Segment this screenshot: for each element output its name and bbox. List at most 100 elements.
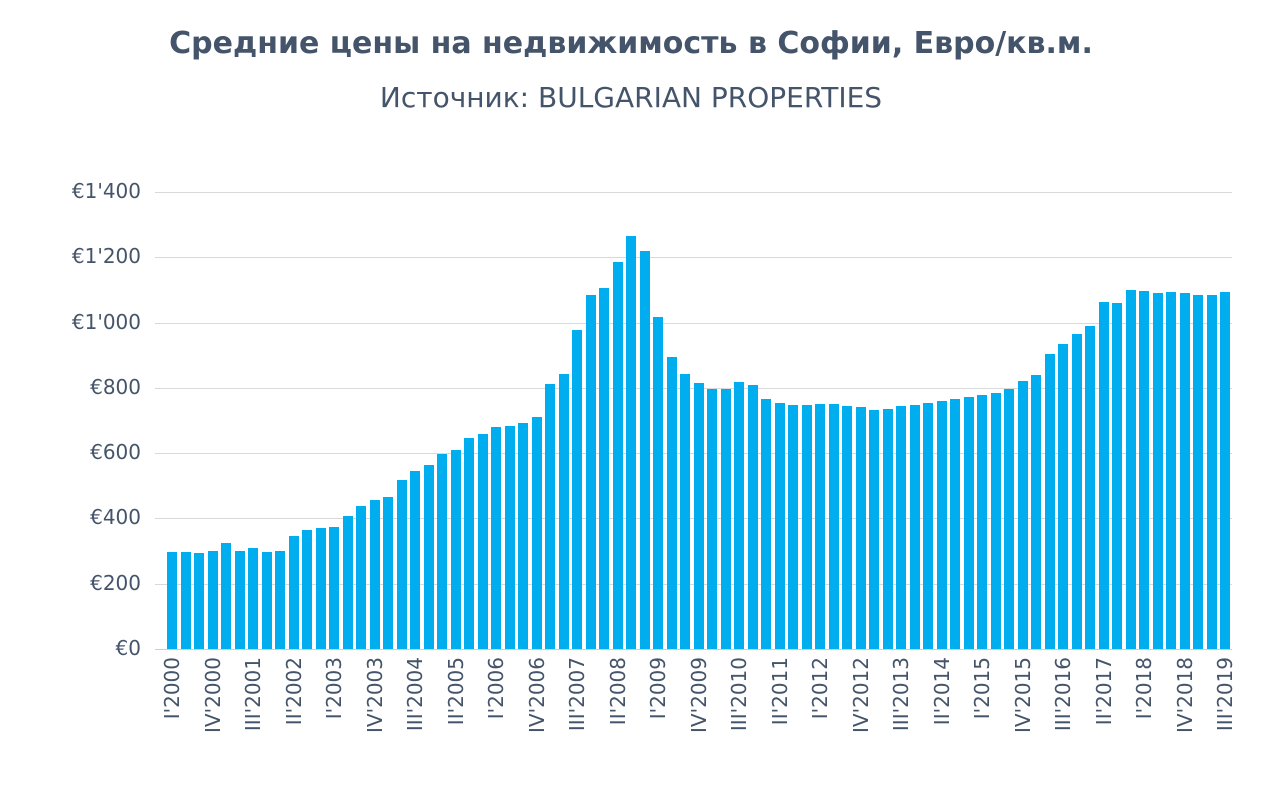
bar — [518, 423, 529, 649]
bar — [302, 529, 313, 649]
bar — [1179, 292, 1190, 649]
x-axis-tick-label: I'2003 — [322, 657, 347, 720]
bar — [626, 235, 637, 649]
bar — [1058, 343, 1069, 649]
bar — [504, 426, 515, 649]
bar — [329, 526, 340, 649]
y-axis-tick-label: €400 — [90, 505, 141, 530]
x-axis-tick-label: IV'2012 — [848, 657, 873, 733]
y-axis-tick-label: €1'000 — [71, 309, 141, 334]
bar — [1193, 295, 1204, 649]
bar — [761, 398, 772, 649]
bar — [990, 392, 1001, 649]
bar — [1220, 291, 1231, 649]
bar — [788, 405, 799, 649]
bar — [666, 356, 677, 649]
bar — [477, 433, 488, 649]
bar — [1152, 292, 1163, 649]
bar — [612, 262, 623, 649]
bar — [396, 479, 407, 649]
bar — [855, 407, 866, 649]
bar — [1031, 374, 1042, 649]
x-axis-tick-label: III'2004 — [403, 657, 428, 732]
bar — [315, 527, 326, 649]
gridline — [155, 257, 1232, 259]
x-axis-tick-label: IV'2003 — [362, 657, 387, 733]
x-axis-tick-label: III'2019 — [1213, 657, 1238, 732]
bar — [801, 404, 812, 649]
bar — [423, 465, 434, 649]
bar — [261, 551, 272, 649]
x-axis-tick-label: I'2009 — [646, 657, 671, 720]
x-axis-tick-label: II'2008 — [605, 657, 630, 726]
bar — [369, 500, 380, 649]
bar — [180, 551, 191, 649]
x-axis-tick-label: II'2014 — [929, 657, 954, 726]
x-axis-tick-label: IV'2018 — [1172, 657, 1197, 733]
bar — [1004, 388, 1015, 649]
bar — [464, 438, 475, 649]
bar — [720, 388, 731, 649]
bar — [1112, 302, 1123, 649]
x-axis-tick-label: I'2000 — [160, 657, 185, 720]
bar — [342, 516, 353, 649]
bar — [1044, 354, 1055, 649]
bar — [248, 547, 259, 649]
y-axis-tick-label: €0 — [115, 636, 141, 660]
x-axis-tick-label: III'2007 — [565, 657, 590, 732]
bar — [950, 399, 961, 649]
bar — [653, 317, 664, 649]
bar — [1139, 290, 1150, 649]
bar — [1085, 325, 1096, 649]
chart-title: Средние цены на недвижимость в Софии, Ев… — [169, 26, 1093, 61]
bar — [774, 402, 785, 649]
bar — [572, 330, 583, 649]
bar — [167, 551, 178, 649]
bar — [545, 383, 556, 649]
bar — [288, 535, 299, 649]
x-axis-tick-label: II'2011 — [767, 657, 792, 726]
x-axis-tick-label: IV'2015 — [1010, 657, 1035, 733]
x-axis-tick-label: II'2005 — [443, 657, 468, 726]
x-axis-tick-label: III'2010 — [727, 657, 752, 732]
x-axis-tick-label: III'2013 — [889, 657, 914, 732]
bar — [680, 374, 691, 649]
x-axis-tick-label: IV'2006 — [524, 657, 549, 733]
bar — [747, 385, 758, 649]
bar — [936, 400, 947, 649]
bar — [1125, 289, 1136, 649]
bar — [383, 496, 394, 649]
x-axis-tick-label: III'2016 — [1051, 657, 1076, 732]
y-axis-tick-label: €200 — [90, 570, 141, 595]
x-axis-tick-label: I'2006 — [484, 657, 509, 720]
bar — [869, 410, 880, 649]
bar — [1017, 381, 1028, 649]
bar — [275, 551, 286, 649]
bar — [842, 406, 853, 649]
bar — [207, 551, 218, 649]
bar — [896, 406, 907, 649]
bar — [909, 404, 920, 649]
x-axis-tick-label: I'2015 — [970, 657, 995, 720]
bar — [558, 373, 569, 649]
bar — [450, 449, 461, 649]
bar — [221, 542, 232, 649]
x-axis-tick-label: IV'2000 — [200, 657, 225, 733]
bar — [882, 408, 893, 649]
chart-subtitle: Источник: BULGARIAN PROPERTIES — [379, 81, 883, 114]
bar — [734, 381, 745, 649]
bar — [693, 383, 704, 649]
bar — [585, 295, 596, 649]
bar — [923, 402, 934, 649]
bar — [977, 395, 988, 649]
bar — [639, 251, 650, 649]
bar — [599, 287, 610, 649]
y-axis-tick-label: €1'200 — [71, 244, 141, 269]
y-axis-tick-label: €600 — [90, 440, 141, 465]
bar — [1206, 295, 1217, 649]
x-axis-tick-label: I'2018 — [1132, 657, 1157, 720]
bar — [828, 404, 839, 649]
bar — [437, 454, 448, 649]
